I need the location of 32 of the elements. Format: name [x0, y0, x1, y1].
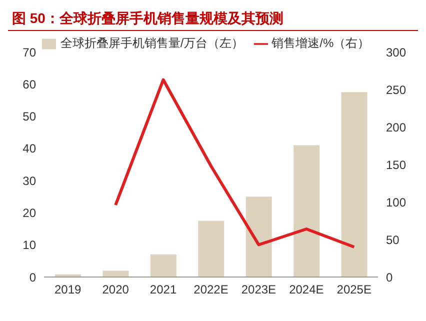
chart-title: 图 50：全球折叠屏手机销售量规模及其预测	[8, 8, 418, 31]
x-tick-label: 2020	[102, 282, 130, 297]
y2-tick-label: 250	[386, 82, 406, 97]
x-tick-label: 2022E	[194, 282, 228, 297]
bar	[198, 220, 224, 277]
x-tick-label: 2024E	[289, 282, 324, 297]
y2-tick-label: 150	[386, 158, 406, 172]
y2-tick-label: 200	[386, 120, 406, 134]
y-tick-label: 40	[22, 142, 36, 156]
bar	[246, 196, 272, 277]
y-tick-label: 10	[22, 238, 36, 252]
bar	[150, 254, 176, 277]
y2-tick-label: 50	[386, 232, 400, 247]
legend-label: 全球折叠屏手机销售量/万台（左）	[60, 36, 244, 50]
y-tick-label: 60	[22, 77, 36, 92]
legend-label: 销售增速/%（右）	[272, 36, 370, 50]
x-tick-label: 2021	[150, 282, 177, 297]
y2-tick-label: 100	[386, 195, 406, 210]
line-series	[114, 78, 356, 248]
y-tick-label: 50	[22, 110, 36, 124]
bar	[102, 270, 129, 277]
x-tick-label: 2025E	[336, 282, 372, 297]
x-tick-label: 2023E	[241, 282, 276, 297]
bar	[341, 92, 368, 277]
y2-tick-label: 300	[386, 45, 406, 60]
y-tick-label: 20	[22, 206, 36, 220]
bar	[294, 145, 320, 277]
x-tick-label: 2019	[54, 282, 82, 297]
y-tick-label: 70	[22, 45, 36, 60]
y-tick-label: 0	[29, 270, 36, 284]
y-tick-label: 30	[22, 174, 36, 188]
y2-tick-label: 0	[386, 270, 393, 284]
